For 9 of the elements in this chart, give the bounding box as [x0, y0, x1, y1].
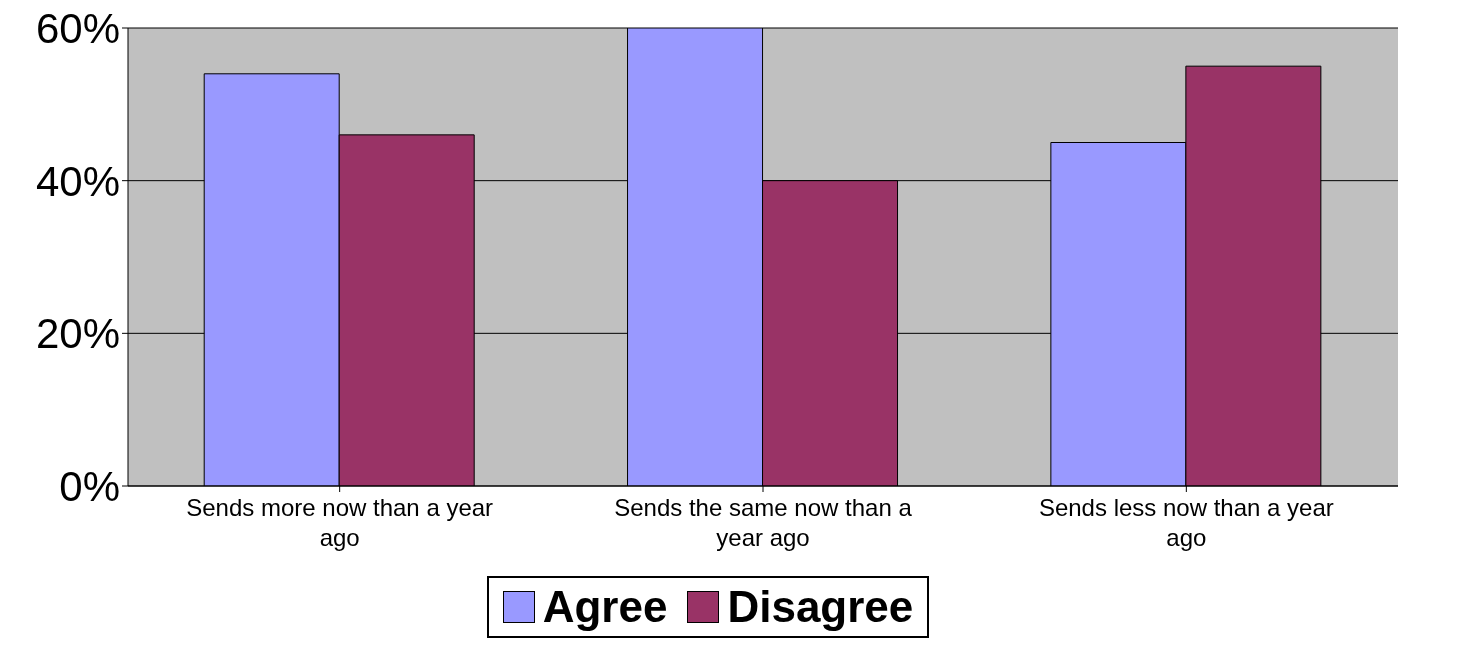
legend-label: Agree [541, 582, 668, 632]
y-tick-label: 60% [35, 4, 120, 52]
x-tick-label: Sends more now than a year ago [186, 494, 494, 551]
legend-label: Disagree [726, 582, 914, 632]
x-tick-label: Sends less now than a year ago [1038, 494, 1334, 551]
y-tick-label: 40% [35, 157, 120, 205]
y-tick-label: 0% [59, 462, 120, 510]
y-tick-label: 20% [35, 310, 120, 358]
x-tick-label: Sends the same now than a year ago [614, 494, 913, 551]
